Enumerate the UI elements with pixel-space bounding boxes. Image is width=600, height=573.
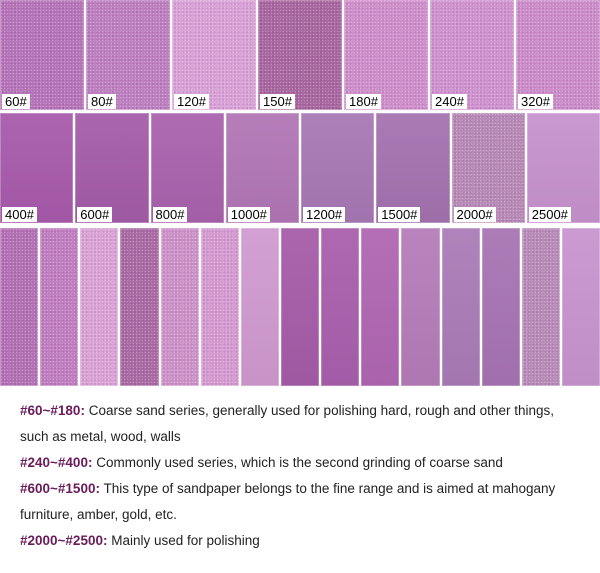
sandpaper-swatch: 600# bbox=[75, 113, 149, 223]
grit-range-label: #2000~#2500: bbox=[20, 533, 108, 548]
sandpaper-swatch bbox=[200, 228, 239, 386]
grit-range-label: #60~#180: bbox=[20, 403, 85, 418]
grit-range-label: #240~#400: bbox=[20, 455, 93, 470]
description-text: This type of sandpaper belongs to the fi… bbox=[99, 481, 556, 496]
grit-label: 1200# bbox=[303, 207, 346, 222]
description-item: #240~#400: Commonly used series, which i… bbox=[20, 450, 590, 476]
sandpaper-swatch: 400# bbox=[0, 113, 74, 223]
sandpaper-swatch: 240# bbox=[430, 0, 514, 110]
grit-label: 60# bbox=[2, 94, 30, 109]
grit-label: 800# bbox=[152, 207, 188, 222]
grit-label: 150# bbox=[260, 94, 295, 109]
grit-label: 600# bbox=[77, 207, 113, 222]
sandpaper-swatch: 120# bbox=[172, 0, 256, 110]
description-item: #60~#180: Coarse sand series, generally … bbox=[20, 398, 590, 424]
sandpaper-swatch: 1000# bbox=[225, 113, 299, 223]
sandpaper-swatch bbox=[481, 228, 520, 386]
sandpaper-swatch bbox=[521, 228, 560, 386]
description-item: #2000~#2500: Mainly used for polishing bbox=[20, 528, 590, 554]
sandpaper-swatch bbox=[40, 228, 79, 386]
sandpaper-swatch: 180# bbox=[344, 0, 428, 110]
grit-label: 400# bbox=[2, 207, 37, 222]
sandpaper-swatch bbox=[321, 228, 360, 386]
description-item: #600~#1500: This type of sandpaper belon… bbox=[20, 476, 590, 502]
sandpaper-swatch: 800# bbox=[150, 113, 224, 223]
grit-description-list: #60~#180: Coarse sand series, generally … bbox=[20, 398, 590, 554]
description-continuation: such as metal, wood, walls bbox=[20, 429, 181, 444]
grit-label: 1000# bbox=[227, 207, 270, 222]
grit-label: 320# bbox=[518, 94, 553, 109]
fine-grit-row: 400# 600# 800# 1000# 1200# 1500# 2000# 2500# bbox=[0, 113, 600, 223]
sandpaper-swatch bbox=[120, 228, 159, 386]
sandpaper-swatch: 2500# bbox=[526, 113, 600, 223]
sandpaper-swatch bbox=[240, 228, 279, 386]
grit-label: 180# bbox=[346, 94, 381, 109]
sandpaper-swatch bbox=[160, 228, 199, 386]
description-text: Mainly used for polishing bbox=[107, 533, 260, 548]
sandpaper-swatch: 60# bbox=[0, 0, 84, 110]
sandpaper-swatch bbox=[361, 228, 400, 386]
sandpaper-swatch bbox=[0, 228, 39, 386]
description-text: Coarse sand series, generally used for p… bbox=[84, 403, 554, 418]
grit-label: 120# bbox=[174, 94, 209, 109]
coarse-grit-row: 60# 80# 120# 150# 180# 240# 320# bbox=[0, 0, 600, 110]
description-continuation: furniture, amber, gold, etc. bbox=[20, 507, 177, 522]
grit-label: 2500# bbox=[528, 207, 571, 222]
grit-label: 80# bbox=[88, 94, 116, 109]
sandpaper-swatch bbox=[441, 228, 480, 386]
grit-range-label: #600~#1500: bbox=[20, 481, 100, 496]
sandpaper-swatch bbox=[561, 228, 600, 386]
sandpaper-swatch: 80# bbox=[86, 0, 170, 110]
grit-label: 2000# bbox=[453, 207, 496, 222]
sandpaper-swatch bbox=[280, 228, 320, 386]
sandpaper-swatch: 320# bbox=[516, 0, 600, 110]
sandpaper-swatch bbox=[80, 228, 119, 386]
sandpaper-swatch: 1200# bbox=[301, 113, 375, 223]
sandpaper-swatch: 1500# bbox=[376, 113, 450, 223]
sandpaper-swatch bbox=[401, 228, 440, 386]
description-text: Commonly used series, which is the secon… bbox=[92, 455, 503, 470]
sandpaper-swatch: 2000# bbox=[451, 113, 525, 223]
grit-label: 1500# bbox=[378, 207, 421, 222]
sandpaper-swatch: 150# bbox=[258, 0, 342, 110]
grit-label: 240# bbox=[432, 94, 467, 109]
unlabeled-swatch-row bbox=[0, 228, 600, 386]
